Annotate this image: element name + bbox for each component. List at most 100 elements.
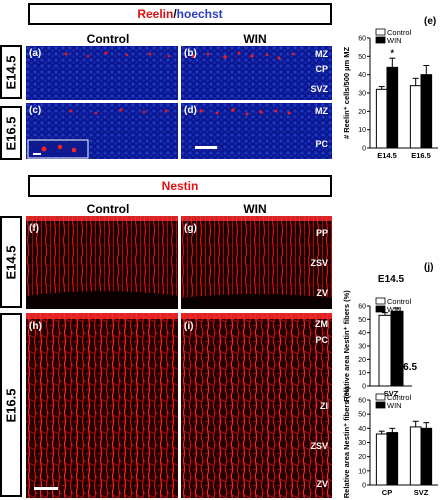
bar-win-e16.5 bbox=[420, 74, 433, 149]
y-tick-label: 10 bbox=[358, 127, 366, 134]
region-label-i-zi: ZI bbox=[320, 401, 328, 411]
y-axis-label: # Reelin⁺ cells/500 µm MZ bbox=[342, 47, 351, 139]
y-tick-label: 50 bbox=[358, 317, 366, 324]
bar-win-e14.5 bbox=[386, 66, 399, 149]
y-tick-label: 20 bbox=[358, 454, 366, 461]
chart-e: # Reelin⁺ cells/500 µm MZ 0 10 20 30 40 50 60 E1… bbox=[342, 28, 438, 160]
chart-title: E14.5 bbox=[378, 274, 405, 285]
y-tick-label: 40 bbox=[358, 72, 366, 79]
y-tick-label: 0 bbox=[362, 483, 366, 490]
y-tick-label: 0 bbox=[362, 384, 366, 391]
bar-win-svz bbox=[390, 310, 404, 387]
legend-label-win: WIN bbox=[387, 36, 402, 45]
region-label-d-pc: PC bbox=[315, 139, 328, 149]
reelin-title-box: Reelin / hoechst bbox=[28, 3, 332, 25]
y-tick-label: 50 bbox=[358, 412, 366, 419]
x-tick-label: E14.5 bbox=[377, 151, 397, 160]
y-tick-label: 30 bbox=[358, 91, 366, 98]
micrograph-g: (g) PP ZSV ZV bbox=[181, 216, 332, 309]
chart-e165-nestin: E16.5 Relative area Nestin⁺ fibers (%) 0 10… bbox=[342, 362, 438, 498]
region-label-d-mz: MZ bbox=[315, 106, 328, 116]
title-slash: / bbox=[173, 7, 177, 21]
legend-swatch-win bbox=[375, 36, 386, 44]
stage-e165-nestin: E16.5 bbox=[0, 313, 22, 497]
y-tick-label: 40 bbox=[358, 426, 366, 433]
region-label-b-mz: MZ bbox=[315, 49, 328, 59]
hoechst-label: hoechst bbox=[176, 7, 223, 21]
y-tick-label: 30 bbox=[358, 344, 366, 351]
region-label-i-zv: ZV bbox=[316, 479, 328, 489]
y-tick-label: 20 bbox=[358, 109, 366, 116]
nestin-title-box: Nestin bbox=[28, 175, 332, 197]
legend-swatch-control bbox=[375, 297, 386, 305]
micrograph-d: (d) MZ PC bbox=[181, 103, 332, 159]
panel-label-g: (g) bbox=[184, 223, 197, 234]
legend-label-win: WIN bbox=[387, 305, 402, 314]
x-tick-label: SVZ bbox=[414, 488, 429, 497]
legend-swatch-control bbox=[375, 393, 386, 401]
col-header-win-top: WIN bbox=[243, 32, 267, 46]
bar-win-cp bbox=[386, 432, 399, 486]
bar-win-svz bbox=[420, 427, 433, 486]
micrograph-i: (i) ZM PC ZI ZSV ZV bbox=[181, 313, 332, 498]
col-header-control-top: Control bbox=[86, 32, 130, 46]
panel-label-f: (f) bbox=[29, 223, 39, 234]
chart-j: E14.5 Relative area Nestin⁺ fibers (%) 0 10… bbox=[342, 274, 412, 402]
y-tick-label: 50 bbox=[358, 54, 366, 61]
micrograph-b: (b) MZ CP SVZ bbox=[181, 46, 332, 100]
panel-label-b: (b) bbox=[184, 48, 197, 59]
y-tick-label: 0 bbox=[362, 146, 366, 153]
micrograph-h: (h) bbox=[26, 313, 178, 498]
region-label-b-svz: SVZ bbox=[310, 84, 328, 94]
legend-label-control: Control bbox=[387, 297, 412, 306]
y-tick-label: 20 bbox=[358, 357, 366, 364]
region-label-i-zm: ZM bbox=[315, 319, 328, 329]
panel-label-i: (i) bbox=[184, 321, 194, 332]
bar-control-svz bbox=[409, 426, 422, 486]
panel-label-h: (h) bbox=[29, 321, 42, 332]
y-tick-label: 10 bbox=[358, 370, 366, 377]
bar-control-e14.5 bbox=[375, 88, 388, 149]
y-tick-label: 60 bbox=[358, 304, 366, 311]
micrograph-f: (f) bbox=[26, 216, 178, 309]
legend-label-control: Control bbox=[387, 28, 412, 37]
micrograph-a: (a) bbox=[26, 46, 178, 100]
y-axis-label: Relative area Nestin⁺ fibers (%) bbox=[342, 386, 351, 498]
legend-swatch-win bbox=[375, 401, 386, 409]
panel-label-j: (j) bbox=[424, 262, 434, 273]
x-tick-label: CP bbox=[382, 488, 392, 497]
y-tick-label: 10 bbox=[358, 468, 366, 475]
nestin-label: Nestin bbox=[161, 179, 199, 193]
micrograph-c: (c) bbox=[26, 103, 178, 159]
legend-label-win: WIN bbox=[387, 401, 402, 410]
region-label-g-zsv: ZSV bbox=[310, 258, 328, 268]
col-header-control-bottom: Control bbox=[86, 202, 130, 216]
significance-mark: * bbox=[391, 48, 395, 58]
y-axis-label: Relative area Nestin⁺ fibers (%) bbox=[342, 290, 351, 402]
col-header-win-bottom: WIN bbox=[243, 202, 267, 216]
region-label-i-zsv: ZSV bbox=[310, 441, 328, 451]
bar-control-cp bbox=[375, 433, 388, 486]
y-tick-label: 60 bbox=[358, 36, 366, 43]
chart-title: E16.5 bbox=[391, 362, 418, 373]
y-tick-label: 40 bbox=[358, 330, 366, 337]
legend-label-control: Control bbox=[387, 393, 412, 402]
y-tick-label: 30 bbox=[358, 440, 366, 447]
legend-swatch-control bbox=[375, 28, 386, 36]
x-tick-label: SVZ bbox=[384, 389, 399, 398]
stage-e145-reelin: E14.5 bbox=[0, 45, 22, 99]
y-tick-label: 60 bbox=[358, 398, 366, 405]
panel-label-c: (c) bbox=[29, 105, 42, 116]
panel-label-a: (a) bbox=[29, 48, 42, 59]
region-label-i-pc: PC bbox=[315, 335, 328, 345]
region-label-b-cp: CP bbox=[315, 64, 328, 74]
region-label-g-zv: ZV bbox=[316, 288, 328, 298]
region-label-g-pp: PP bbox=[315, 228, 328, 238]
panel-label-e: (e) bbox=[424, 16, 437, 27]
legend-swatch-win bbox=[375, 305, 386, 313]
stage-e145-nestin: E14.5 bbox=[0, 216, 22, 308]
reelin-label: Reelin bbox=[137, 7, 174, 21]
bar-control-e16.5 bbox=[409, 85, 422, 149]
panel-label-d: (d) bbox=[184, 105, 197, 116]
stage-e165-reelin: E16.5 bbox=[0, 106, 22, 160]
